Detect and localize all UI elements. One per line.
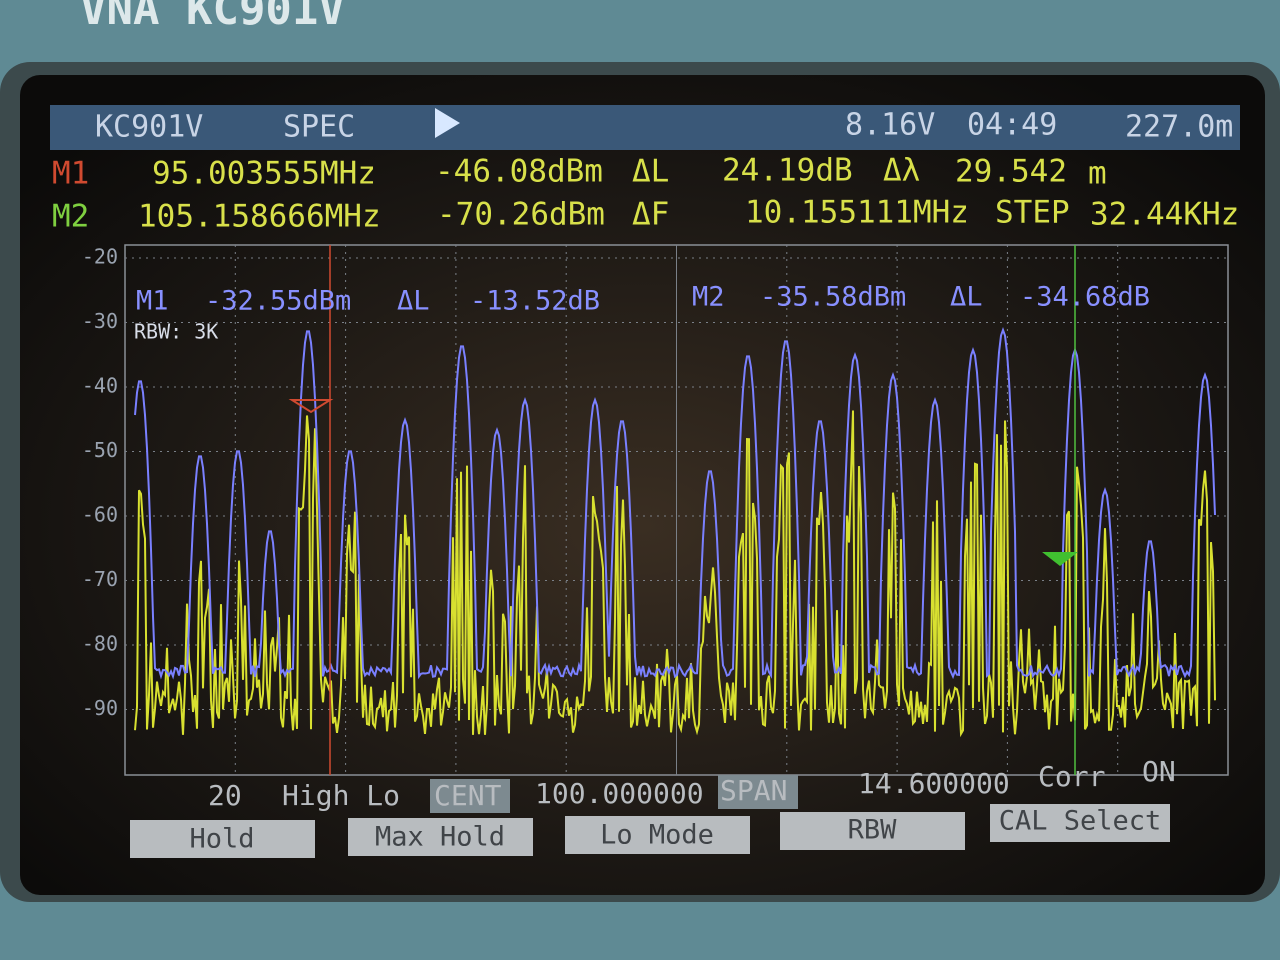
softkey-label[interactable]: Lo Mode — [600, 820, 714, 851]
status: 100.000000 — [535, 777, 704, 810]
status: High Lo — [282, 779, 400, 812]
overlay-delta: -34.68dB — [1020, 282, 1150, 313]
unit: m — [1088, 156, 1107, 192]
device-label: VNA KC901V — [80, 0, 345, 35]
y-tick-label: -20 — [82, 245, 118, 269]
delta-label: ΔL — [632, 154, 669, 190]
softkey[interactable] — [130, 820, 315, 858]
softkey[interactable] — [990, 804, 1170, 842]
header-bar — [50, 105, 1240, 150]
trace-yellow — [134, 410, 1216, 738]
status-highlight — [430, 779, 510, 813]
wavelength: 29.542 — [955, 154, 1067, 190]
overlay-level: -32.55dBm — [205, 286, 351, 317]
y-tick-label: -40 — [82, 374, 118, 398]
status: 20 — [208, 779, 242, 812]
softkey[interactable] — [565, 816, 750, 854]
marker-flag — [1042, 552, 1078, 566]
marker-freq: 105.158666MHz — [138, 199, 381, 235]
y-tick-label: -30 — [82, 309, 118, 333]
marker-freq: 95.003555MHz — [152, 156, 376, 192]
mode: SPEC — [283, 110, 355, 145]
trace-blue — [134, 327, 1216, 680]
softkey-label[interactable]: RBW — [848, 815, 898, 846]
softkey[interactable] — [348, 818, 533, 856]
step-value: 32.44KHz — [1090, 197, 1239, 233]
overlay-level: -35.58dBm — [760, 282, 906, 313]
marker-level: -46.08dBm — [435, 154, 603, 190]
overlay-delta-label: ΔL — [397, 286, 430, 317]
plot — [124, 244, 1229, 776]
softkey-label[interactable]: Hold — [189, 824, 254, 855]
voltage: 8.16V — [845, 108, 935, 143]
overlay-delta: -13.52dB — [470, 286, 600, 317]
y-tick-label: -70 — [82, 567, 118, 591]
overlay-marker: M2 — [692, 282, 725, 313]
delta-label: Δλ — [883, 153, 920, 189]
play-icon — [435, 108, 460, 138]
softkey-label[interactable]: CAL Select — [999, 806, 1162, 837]
y-tick-label: -80 — [82, 632, 118, 656]
status: CENT — [434, 779, 502, 812]
y-tick-label: -50 — [82, 438, 118, 462]
delta-label: ΔF — [632, 197, 669, 233]
softkey[interactable] — [780, 812, 965, 850]
delta-value: 10.155111MHz — [745, 195, 969, 231]
status: SPAN — [720, 774, 787, 807]
rbw: RBW: 3K — [134, 320, 218, 344]
step-label: STEP — [995, 195, 1070, 231]
y-tick-label: -90 — [82, 696, 118, 720]
marker-label: M1 — [52, 156, 89, 192]
marker-flag — [288, 399, 334, 414]
overlay-marker: M1 — [136, 286, 169, 317]
status: ON — [1142, 755, 1176, 788]
logo: KC901V — [95, 110, 203, 145]
marker-level: -70.26dBm — [437, 197, 605, 233]
status: 14.600000 — [858, 767, 1010, 800]
header-value: 227.0m — [1125, 110, 1233, 145]
softkey-label[interactable]: Max Hold — [375, 822, 505, 853]
y-tick-label: -60 — [82, 503, 118, 527]
overlay-delta-label: ΔL — [950, 282, 983, 313]
status: Corr — [1038, 760, 1105, 793]
status-highlight — [718, 775, 798, 809]
delta-value: 24.19dB — [722, 153, 853, 189]
time: 04:49 — [967, 108, 1057, 143]
marker-label: M2 — [52, 199, 89, 235]
